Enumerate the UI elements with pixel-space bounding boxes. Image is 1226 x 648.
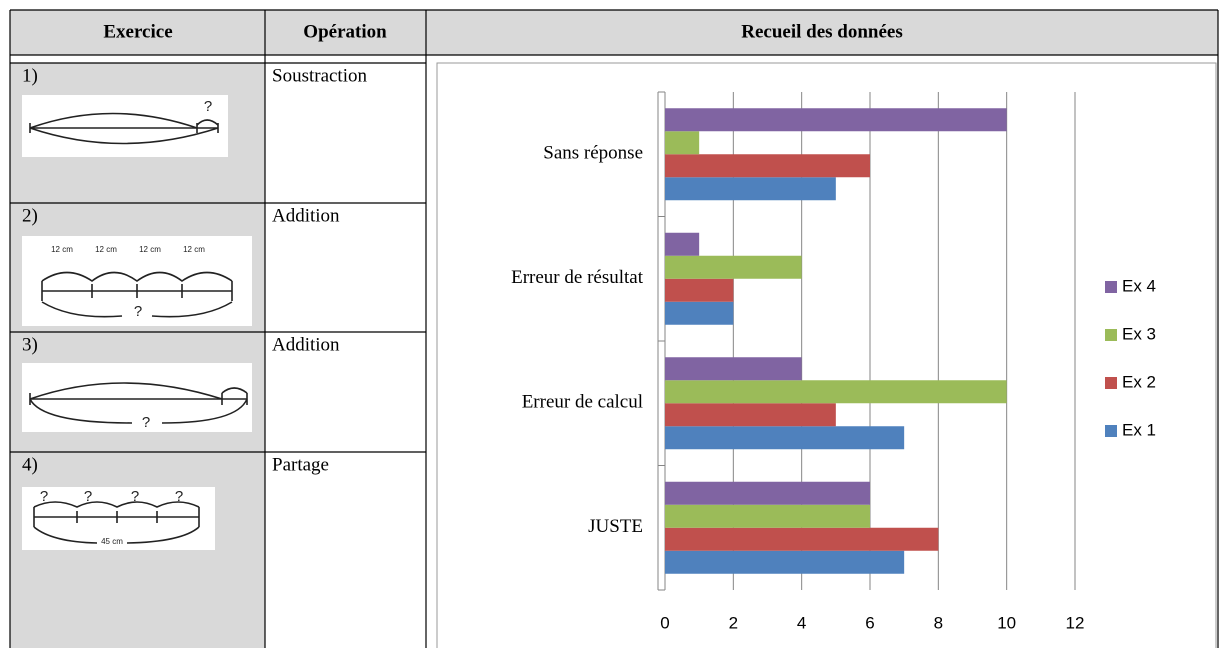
bar — [665, 255, 802, 279]
x-tick-label: 12 — [1066, 613, 1085, 632]
operation: Soustraction — [272, 65, 367, 86]
sketch-label: ? — [175, 488, 183, 505]
bar — [665, 403, 836, 427]
sketch-label: ? — [134, 303, 142, 320]
sketch-label: 12 cm — [183, 245, 205, 254]
header: Exercice — [103, 21, 172, 42]
exercise-number: 3) — [22, 334, 38, 355]
x-tick-label: 2 — [729, 613, 738, 632]
bar — [665, 301, 734, 325]
exercise-number: 2) — [22, 205, 38, 226]
category-label: JUSTE — [588, 516, 643, 537]
category-label: Erreur de calcul — [522, 392, 643, 413]
operation: Addition — [272, 205, 340, 226]
bar — [665, 550, 905, 574]
x-tick-label: 8 — [934, 613, 943, 632]
category-label: Sans réponse — [543, 143, 643, 164]
sketch-label: ? — [142, 414, 150, 431]
col2-bg — [265, 55, 426, 648]
bar — [665, 426, 905, 450]
header: Recueil des données — [741, 21, 903, 42]
x-tick-label: 4 — [797, 613, 806, 632]
sketch-label: ? — [40, 488, 48, 505]
bar — [665, 131, 700, 155]
bar — [665, 278, 734, 302]
bar — [665, 481, 870, 505]
header: Opération — [303, 21, 387, 42]
x-tick-label: 10 — [997, 613, 1016, 632]
bar — [665, 357, 802, 381]
category-label: Erreur de résultat — [511, 267, 644, 288]
bar — [665, 177, 836, 201]
bar — [665, 154, 870, 178]
operation: Partage — [272, 454, 329, 475]
bar — [665, 380, 1007, 404]
legend-swatch — [1105, 281, 1117, 293]
sketch — [22, 236, 252, 326]
sketch — [22, 487, 215, 550]
bar — [665, 504, 870, 528]
sketch-label: 12 cm — [51, 245, 73, 254]
sketch-label: 45 cm — [101, 537, 123, 546]
x-tick-label: 6 — [865, 613, 874, 632]
legend-label: Ex 3 — [1122, 324, 1156, 343]
sketch — [22, 95, 228, 157]
exercise-number: 1) — [22, 65, 38, 86]
x-tick-label: 0 — [660, 613, 669, 632]
sketch — [22, 363, 252, 432]
bar — [665, 232, 700, 256]
legend-label: Ex 2 — [1122, 372, 1156, 391]
sketch-label: 12 cm — [139, 245, 161, 254]
exercise-number: 4) — [22, 454, 38, 475]
sketch-label: ? — [84, 488, 92, 505]
sketch-label: ? — [131, 488, 139, 505]
bar — [665, 527, 939, 551]
legend-label: Ex 1 — [1122, 420, 1156, 439]
header-bg — [10, 10, 1218, 55]
legend-label: Ex 4 — [1122, 276, 1156, 295]
table-borders — [9, 9, 1219, 648]
sketch-label: 12 cm — [95, 245, 117, 254]
operation: Addition — [272, 334, 340, 355]
sketch-label: ? — [204, 98, 212, 115]
col1-bg — [10, 63, 265, 648]
legend-swatch — [1105, 377, 1117, 389]
legend-swatch — [1105, 425, 1117, 437]
legend-swatch — [1105, 329, 1117, 341]
bar — [665, 108, 1007, 132]
